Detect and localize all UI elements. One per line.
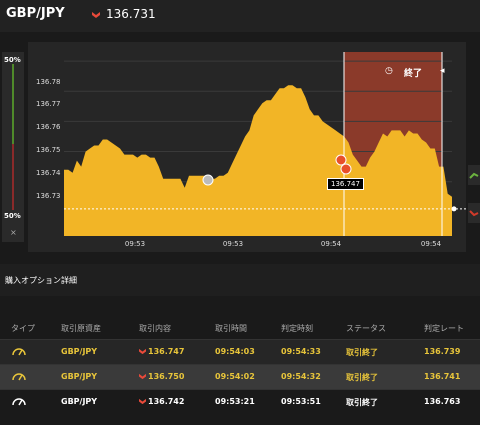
x-tick: 09:54 (420, 240, 442, 248)
gauge-icon (12, 373, 26, 381)
y-tick: 136.74 (36, 169, 61, 177)
currency-pair: GBP/JPY (6, 6, 65, 21)
call-button[interactable] (468, 165, 480, 185)
gauge-bottom-percent: 50% (4, 212, 21, 220)
x-tick: 09:54 (320, 240, 342, 248)
down-arrow-icon (92, 12, 100, 18)
row-judge-time: 09:54:32 (281, 372, 321, 381)
header-judge-time: 判定時刻 (281, 324, 313, 333)
table-row[interactable]: GBP/JPY 136.750 09:54:02 09:54:32 取引終了 1… (0, 364, 480, 389)
entry-marker (340, 163, 352, 175)
gauge-top-percent: 50% (4, 56, 21, 64)
row-trade-time: 09:54:02 (215, 372, 255, 381)
gauge-icon (12, 398, 26, 406)
row-status: 取引終了 (346, 348, 378, 357)
sentiment-gauge: 50% 50% × (2, 52, 24, 242)
down-arrow-icon (139, 398, 146, 405)
current-rate-dot (451, 206, 457, 212)
table-header: タイプ 取引原資産 取引内容 取引時間 判定時刻 ステータス 判定レート (0, 317, 480, 339)
header-status: ステータス (346, 324, 386, 333)
y-tick: 136.77 (36, 100, 61, 108)
row-content: 136.742 (148, 397, 185, 406)
down-trend-icon (469, 210, 479, 217)
row-content: 136.750 (148, 372, 185, 381)
section-header: 購入オプション詳細 (0, 264, 480, 296)
row-asset: GBP/JPY (61, 397, 98, 406)
gauge-high-bar (12, 64, 14, 144)
section-title: 購入オプション詳細 (5, 276, 77, 285)
entry-marker (335, 154, 347, 166)
y-tick: 136.73 (36, 192, 61, 200)
down-arrow-icon (139, 348, 146, 355)
clock-icon: ◷ (385, 66, 393, 76)
row-judge-rate: 136.739 (424, 347, 461, 356)
y-tick: 136.78 (36, 78, 61, 86)
header-asset: 取引原資産 (61, 324, 101, 333)
row-status: 取引終了 (346, 398, 378, 407)
price-area (64, 85, 452, 236)
current-rate: 136.731 (106, 7, 156, 21)
close-icon[interactable]: × (10, 228, 17, 237)
row-trade-time: 09:54:03 (215, 347, 255, 356)
row-judge-rate: 136.763 (424, 397, 461, 406)
current-price-tag: 136.747 (327, 178, 364, 190)
header-judge-rate: 判定レート (424, 324, 464, 333)
chart-canvas (64, 52, 466, 236)
x-tick: 09:53 (124, 240, 146, 248)
down-arrow-icon (139, 373, 146, 380)
y-tick: 136.75 (36, 146, 61, 154)
top-bar: GBP/JPY 136.731 (0, 0, 480, 32)
options-table: タイプ 取引原資産 取引内容 取引時間 判定時刻 ステータス 判定レート GBP… (0, 317, 480, 414)
row-status: 取引終了 (346, 373, 378, 382)
row-judge-time: 09:53:51 (281, 397, 321, 406)
arrow-left-icon: ◂ (440, 66, 445, 76)
y-tick: 136.76 (36, 123, 61, 131)
row-asset: GBP/JPY (61, 372, 98, 381)
row-trade-time: 09:53:21 (215, 397, 255, 406)
row-judge-time: 09:54:33 (281, 347, 321, 356)
gauge-low-bar (12, 144, 14, 210)
x-tick: 09:53 (222, 240, 244, 248)
header-type: タイプ (11, 324, 35, 333)
entry-marker (202, 174, 214, 186)
header-trade-time: 取引時間 (215, 324, 247, 333)
up-trend-icon (469, 172, 479, 179)
put-button[interactable] (468, 203, 480, 223)
header-content: 取引内容 (139, 324, 171, 333)
row-judge-rate: 136.741 (424, 372, 461, 381)
table-row[interactable]: GBP/JPY 136.742 09:53:21 09:53:51 取引終了 1… (0, 389, 480, 414)
row-asset: GBP/JPY (61, 347, 98, 356)
price-chart[interactable]: ◷ 終了 ◂ 136.747 136.78 136.77 136.76 136.… (28, 42, 466, 252)
gauge-icon (12, 348, 26, 356)
end-label: 終了 (404, 69, 423, 79)
table-row[interactable]: GBP/JPY 136.747 09:54:03 09:54:33 取引終了 1… (0, 339, 480, 364)
row-content: 136.747 (148, 347, 185, 356)
